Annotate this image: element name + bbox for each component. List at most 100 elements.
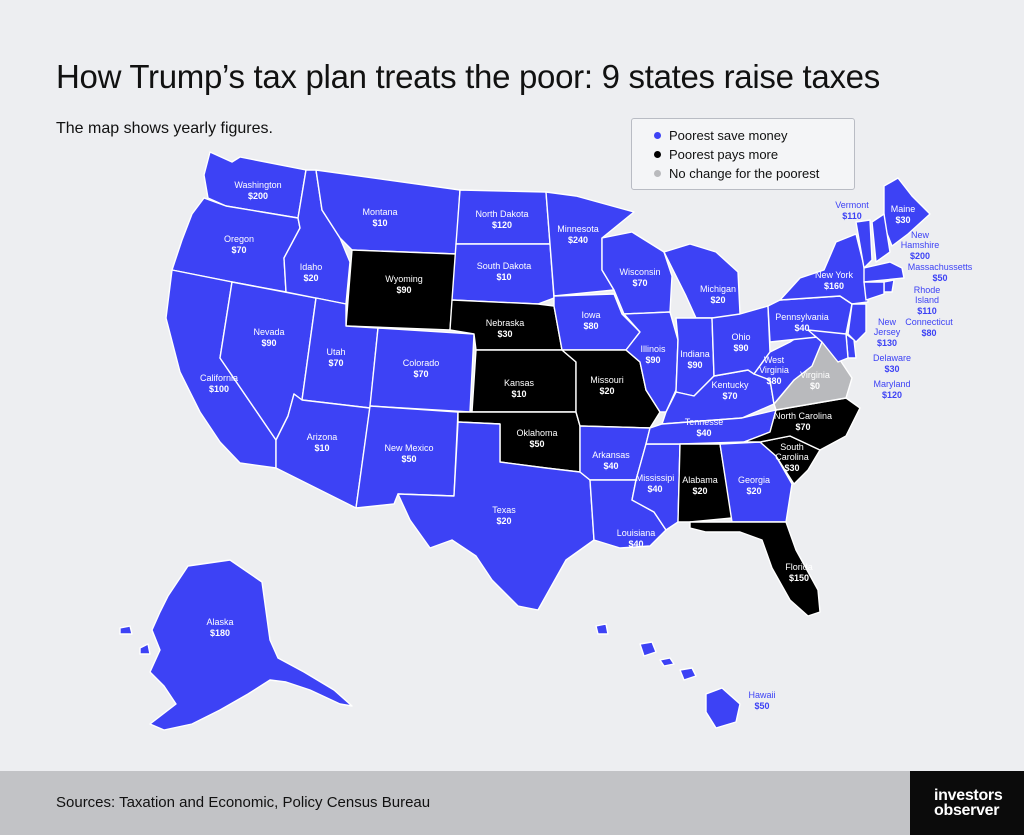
state-name: Texas <box>492 505 516 515</box>
state-label: Maine $30 <box>891 204 916 225</box>
state-name: New York <box>815 270 854 280</box>
state-label: Alabama $20 <box>682 475 718 496</box>
state-label: Wisconsin $70 <box>619 267 660 288</box>
state-value: $200 <box>910 251 930 261</box>
state-value: $110 <box>842 211 862 221</box>
state-name: Washington <box>234 180 281 190</box>
state-texas <box>397 421 595 611</box>
state-name: Indiana <box>680 349 710 359</box>
state-name: South Dakota <box>477 261 532 271</box>
state-connecticut <box>863 281 885 301</box>
state-label: North Carolina $70 <box>774 411 832 432</box>
state-value: $70 <box>413 369 428 379</box>
investors-observer-logo[interactable]: investors observer <box>910 771 1024 835</box>
state-name: Minnesota <box>557 224 599 234</box>
state-value: $160 <box>824 281 844 291</box>
state-name: Illinois <box>640 344 666 354</box>
state-michigan <box>663 243 741 319</box>
state-value: $70 <box>795 422 810 432</box>
state-value: $40 <box>647 484 662 494</box>
state-value: $150 <box>789 573 809 583</box>
state-label: North Dakota $120 <box>475 209 528 230</box>
state-label: Maryland $120 <box>873 379 910 400</box>
state-label: Massachussetts $50 <box>908 262 973 283</box>
state-value: $180 <box>210 628 230 638</box>
state-value: $80 <box>583 321 598 331</box>
state-label: New York $160 <box>815 270 854 291</box>
state-value: $70 <box>632 278 647 288</box>
state-value: $20 <box>710 295 725 305</box>
state-name: Mississipi <box>636 473 675 483</box>
state-label: Florida $150 <box>785 562 813 583</box>
state-name: Wisconsin <box>619 267 660 277</box>
state-name: Kentucky <box>711 380 749 390</box>
state-rhode-island <box>883 279 895 293</box>
state-new-hampshire <box>871 213 891 263</box>
state-value: $70 <box>328 358 343 368</box>
state-value: $90 <box>396 285 411 295</box>
state-name: Colorado <box>403 358 440 368</box>
state-value: $40 <box>696 428 711 438</box>
state-value: $90 <box>261 338 276 348</box>
state-label: Georgia $20 <box>738 475 770 496</box>
state-maryland <box>807 329 849 363</box>
state-name: Louisiana <box>617 528 656 538</box>
state-label: Ohio $90 <box>731 332 750 353</box>
state-name: North Carolina <box>774 411 832 421</box>
state-value: $20 <box>692 486 707 496</box>
state-label: Minnesota $240 <box>557 224 599 245</box>
state-name: South <box>780 442 804 452</box>
state-name: Wyoming <box>385 274 422 284</box>
state-value: $240 <box>568 235 588 245</box>
state-value: $10 <box>314 443 329 453</box>
state-name: Vermont <box>835 200 869 210</box>
state-name: Hamshire <box>901 240 940 250</box>
state-label: Vermont $110 <box>835 200 869 221</box>
state-value: $10 <box>511 389 526 399</box>
state-name: West <box>764 355 785 365</box>
state-label: New Mexico $50 <box>384 443 433 464</box>
legend-label: Poorest save money <box>669 128 788 143</box>
state-label: Idaho $20 <box>300 262 323 283</box>
state-value: $70 <box>231 245 246 255</box>
legend: Poorest save money Poorest pays more No … <box>631 118 855 190</box>
state-name: Nebraska <box>486 318 525 328</box>
state-name: Carolina <box>775 452 809 462</box>
state-alaska <box>119 559 353 731</box>
state-name: Alaska <box>206 617 233 627</box>
state-label: Oregon $70 <box>224 234 254 255</box>
state-name: Delaware <box>873 353 911 363</box>
state-value: $90 <box>733 343 748 353</box>
state-label: California $100 <box>200 373 238 394</box>
state-name: Connecticut <box>905 317 953 327</box>
state-value: $80 <box>766 376 781 386</box>
state-name: Virginia <box>759 365 789 375</box>
state-value: $40 <box>603 461 618 471</box>
state-north-carolina <box>743 397 861 451</box>
state-label: Rhode Island $110 <box>914 285 941 316</box>
state-name: Arkansas <box>592 450 630 460</box>
state-value: $70 <box>722 391 737 401</box>
state-name: Maine <box>891 204 916 214</box>
state-value: $20 <box>599 386 614 396</box>
map-subtitle: The map shows yearly figures. <box>56 120 273 137</box>
state-value: $130 <box>877 338 897 348</box>
state-hawaii <box>595 623 741 729</box>
legend-dot-icon <box>654 151 661 158</box>
state-label: Hawaii $50 <box>748 690 775 711</box>
state-name: Oregon <box>224 234 254 244</box>
state-label: New Hamshire $200 <box>901 230 940 261</box>
state-label: Nevada $90 <box>253 327 284 348</box>
state-value: $20 <box>496 516 511 526</box>
state-label: Tennesse $40 <box>685 417 724 438</box>
state-label: Pennsylvania $40 <box>775 312 829 333</box>
state-value: $80 <box>921 328 936 338</box>
state-illinois <box>623 311 679 413</box>
state-value: $40 <box>628 539 643 549</box>
state-alabama <box>677 443 733 523</box>
state-name: Massachussetts <box>908 262 973 272</box>
state-value: $110 <box>917 306 937 316</box>
state-name: Maryland <box>873 379 910 389</box>
state-label: Arkansas $40 <box>592 450 630 471</box>
state-name: Florida <box>785 562 813 572</box>
